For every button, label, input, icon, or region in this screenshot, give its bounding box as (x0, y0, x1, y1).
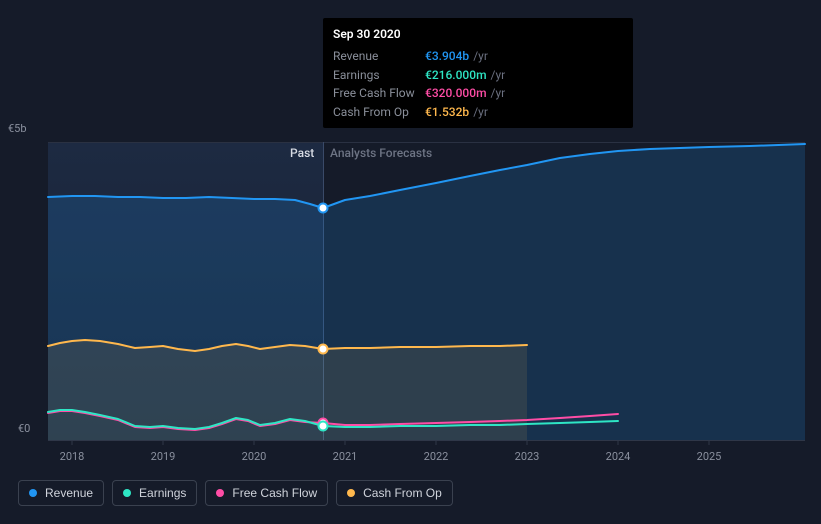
tooltip-row-label: Cash From Op (333, 104, 425, 121)
tooltip-row-suffix: /yr (491, 67, 506, 84)
legend-label: Earnings (139, 486, 186, 500)
tooltip-row-suffix: /yr (491, 85, 506, 102)
x-axis-tick-label: 2023 (515, 450, 540, 463)
x-axis-tick-label: 2024 (606, 450, 631, 463)
x-axis-tick-label: 2020 (242, 450, 267, 463)
legend-item-free-cash-flow[interactable]: Free Cash Flow (205, 480, 328, 506)
legend-label: Cash From Op (363, 486, 442, 500)
tooltip-row-value: €3.904b (425, 48, 469, 65)
x-axis-tick-label: 2018 (60, 450, 85, 463)
tooltip-date: Sep 30 2020 (333, 24, 623, 47)
legend-swatch (347, 489, 355, 497)
legend-label: Revenue (45, 486, 93, 500)
x-axis-tick-label: 2022 (424, 450, 449, 463)
data-tooltip: Sep 30 2020 Revenue€3.904b/yrEarnings€21… (323, 18, 633, 128)
tooltip-row-value: €216.000m (425, 67, 487, 84)
tooltip-row-value: €320.000m (425, 85, 487, 102)
tooltip-row: Cash From Op€1.532b/yr (333, 103, 623, 122)
legend-item-revenue[interactable]: Revenue (18, 480, 104, 506)
x-axis-tick-label: 2021 (333, 450, 358, 463)
tooltip-row-suffix: /yr (473, 48, 488, 65)
legend-swatch (123, 489, 131, 497)
legend-swatch (216, 489, 224, 497)
legend-swatch (29, 489, 37, 497)
tooltip-row: Revenue€3.904b/yr (333, 47, 623, 66)
tooltip-row-suffix: /yr (473, 104, 488, 121)
tooltip-row: Earnings€216.000m/yr (333, 66, 623, 85)
legend-label: Free Cash Flow (232, 486, 317, 500)
tooltip-row-label: Free Cash Flow (333, 85, 425, 102)
legend-item-earnings[interactable]: Earnings (112, 480, 197, 506)
tooltip-row-label: Earnings (333, 67, 425, 84)
forecast-label: Analysts Forecasts (330, 146, 432, 160)
x-axis-tick-label: 2025 (697, 450, 722, 463)
y-axis-max-label: €5b (8, 122, 27, 135)
tooltip-row: Free Cash Flow€320.000m/yr (333, 84, 623, 103)
financial-chart: €5b €0 20182019202020212022202320242025 … (0, 0, 821, 524)
tooltip-row-label: Revenue (333, 48, 425, 65)
y-axis-min-label: €0 (18, 422, 30, 435)
chart-legend: Revenue Earnings Free Cash Flow Cash From O… (18, 480, 453, 506)
tooltip-row-value: €1.532b (425, 104, 469, 121)
x-axis-tick-label: 2019 (151, 450, 176, 463)
past-label: Past (290, 146, 314, 160)
legend-item-cash-from-op[interactable]: Cash From Op (336, 480, 453, 506)
